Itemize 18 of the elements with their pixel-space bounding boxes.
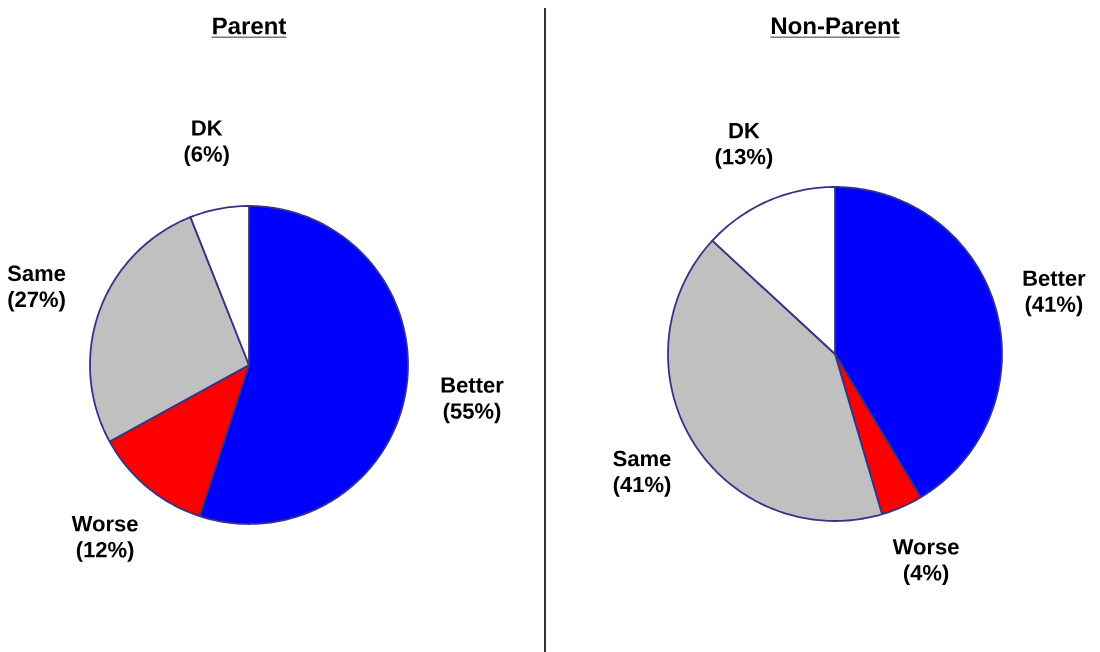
slice-label: Better	[441, 377, 504, 393]
slice-label: Better	[1023, 270, 1086, 286]
slice-label: Same	[7, 265, 66, 282]
data-label: (27%)	[8, 290, 65, 312]
data-label: (41%)	[1025, 295, 1083, 317]
data-label: (4%)	[903, 564, 949, 585]
slice-label: Worse	[892, 539, 959, 555]
slice-label: Worse	[71, 516, 138, 532]
data-label: (41%)	[613, 476, 671, 497]
data-label: (12%)	[76, 541, 134, 562]
data-label: (13%)	[715, 148, 773, 169]
slice-label: DK	[192, 120, 223, 136]
chart-title: Parent	[213, 17, 287, 35]
slice-label: Same	[613, 450, 671, 467]
slice-label: DK	[729, 123, 760, 139]
data-label: (55%)	[443, 402, 501, 424]
chart-title: Non-Parent	[771, 17, 900, 35]
data-label: (6%)	[184, 145, 229, 167]
